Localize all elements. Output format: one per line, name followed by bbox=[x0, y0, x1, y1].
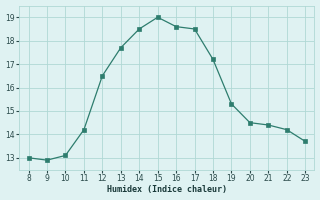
X-axis label: Humidex (Indice chaleur): Humidex (Indice chaleur) bbox=[107, 185, 227, 194]
